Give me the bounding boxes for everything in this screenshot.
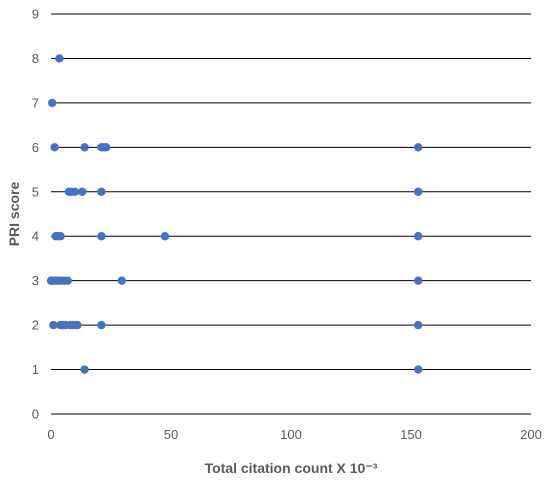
grid-lines [51, 13, 531, 415]
data-point [70, 187, 80, 196]
data-point [414, 187, 423, 196]
x-tick-label: 150 [400, 427, 422, 442]
data-point [414, 143, 423, 152]
data-point [80, 365, 89, 374]
data-point [117, 276, 127, 285]
y-tick-label: 9 [32, 7, 39, 22]
data-point [56, 232, 65, 241]
data-point [414, 232, 423, 241]
data-point [73, 320, 82, 330]
x-tick-label: 50 [164, 427, 178, 442]
y-tick-label: 2 [32, 318, 39, 333]
x-tick-label: 0 [47, 427, 54, 442]
data-point [102, 143, 111, 152]
y-tick-label: 5 [32, 184, 39, 199]
x-axis-title: Total citation count X 10⁻³ [205, 460, 378, 476]
y-tick-label: 3 [32, 273, 39, 288]
y-tick-label: 6 [32, 140, 39, 155]
y-tick-label: 1 [32, 362, 39, 377]
data-point [48, 98, 57, 108]
data-point [160, 232, 170, 241]
y-tick-label: 4 [32, 229, 39, 244]
y-tick-label: 7 [32, 95, 39, 110]
y-axis-title: PRI score [6, 181, 22, 246]
data-point [63, 276, 72, 285]
data-points [46, 54, 423, 374]
y-axis-ticks: 0 1 2 3 4 5 6 7 8 9 [32, 7, 39, 422]
data-point [80, 143, 89, 152]
x-tick-label: 100 [280, 427, 302, 442]
y-tick-label: 0 [32, 407, 39, 422]
data-point [97, 232, 106, 241]
data-point [97, 187, 106, 196]
data-point [49, 320, 58, 330]
data-point [50, 143, 59, 152]
x-tick-label: 200 [520, 427, 542, 442]
y-tick-label: 8 [32, 51, 39, 66]
data-point [414, 276, 423, 285]
data-point [78, 187, 87, 196]
data-point [414, 365, 423, 374]
data-point [55, 54, 64, 63]
data-point [414, 320, 423, 330]
data-point [97, 320, 106, 330]
x-axis-ticks: 0 50 100 150 200 [47, 427, 541, 442]
